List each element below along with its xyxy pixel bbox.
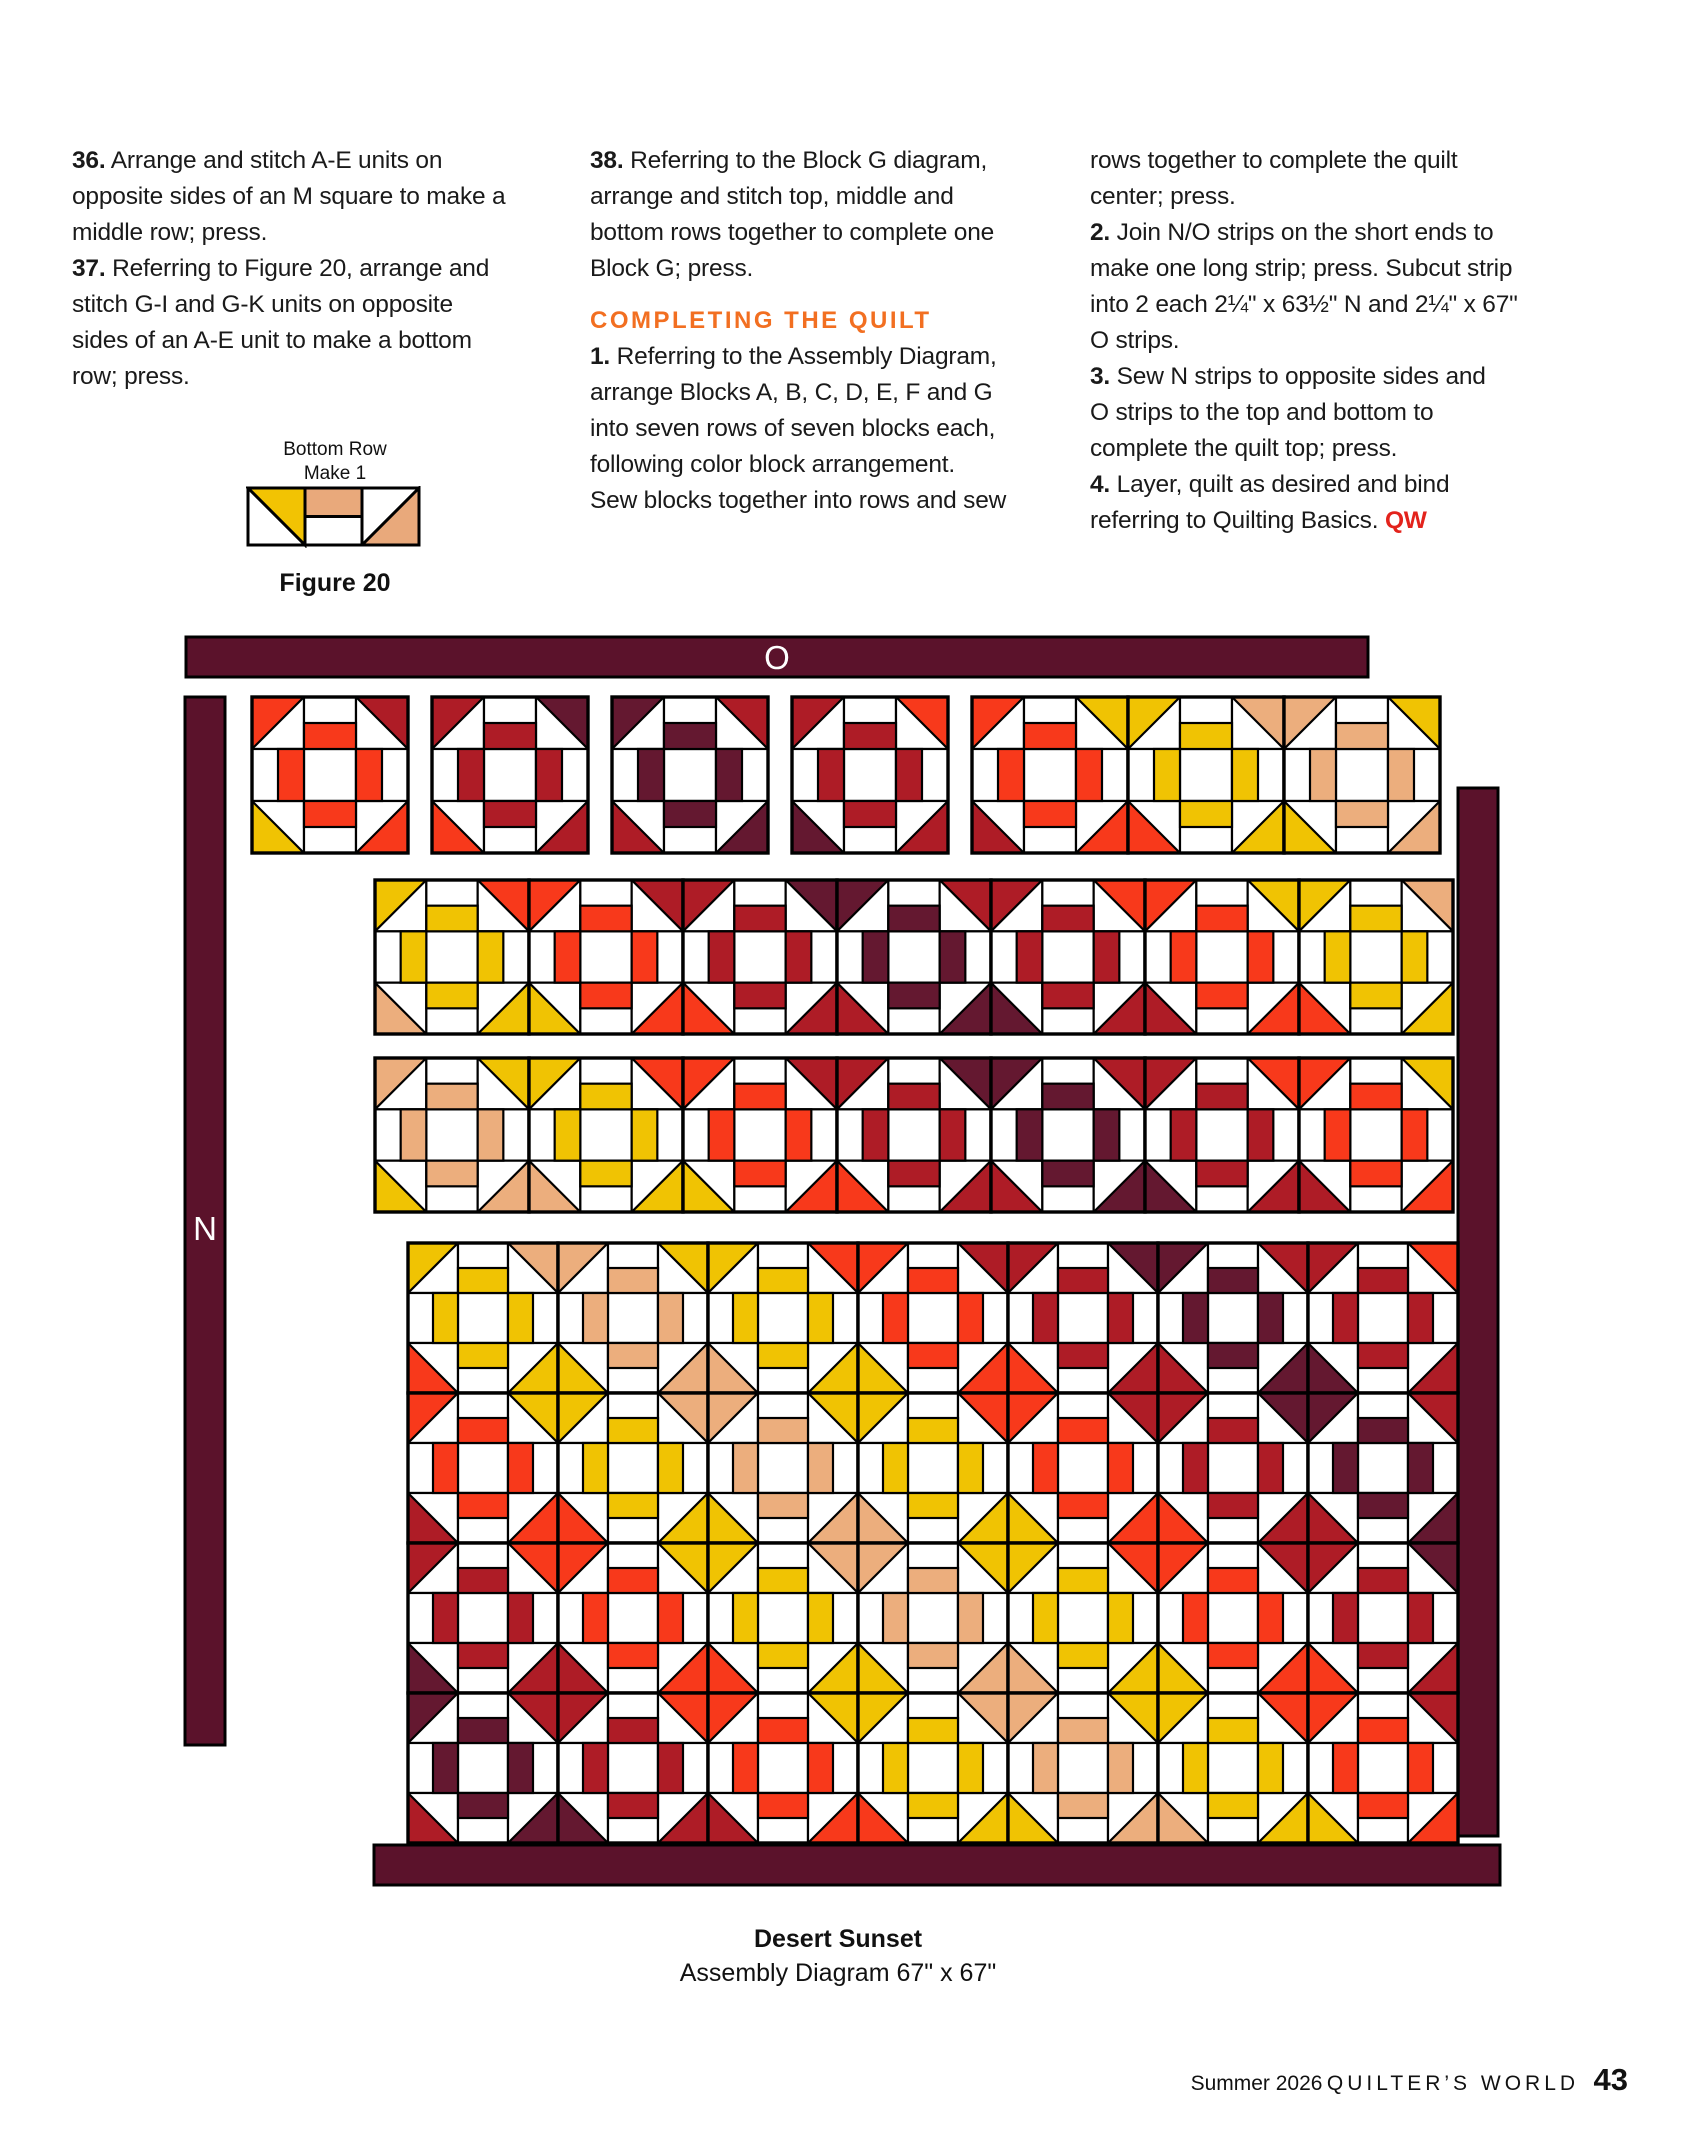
quilt-block: [556, 1691, 710, 1845]
footer-magazine: QUILTER’S WORLD: [1326, 2072, 1580, 2095]
bottom-row-diagram: [244, 484, 421, 549]
text-line: following color block arrangement.: [590, 451, 955, 478]
quilt-block: [373, 1056, 531, 1214]
quilt-block: [373, 878, 531, 1036]
text-column-1: 36. Arrange and stitch A-E units on oppos…: [72, 143, 562, 395]
quilt-block: [1156, 1541, 1310, 1695]
text-line: opposite sides of an M square to make a: [72, 183, 506, 210]
border-strip-O-bottom: [372, 1843, 1502, 1887]
text-line: 38. Referring to the Block G diagram,: [590, 147, 988, 174]
quilt-block: [406, 1691, 560, 1845]
quilt-block: [1156, 1691, 1310, 1845]
text-line: rows together to complete the quilt: [1090, 147, 1458, 174]
text-line: complete the quilt top; press.: [1090, 435, 1398, 462]
text-line: 36. Arrange and stitch A-E units on: [72, 147, 443, 174]
quilt-block: [1156, 1391, 1310, 1545]
quilt-block: [406, 1541, 560, 1695]
text-line: stitch G-I and G-K units on opposite: [72, 291, 453, 318]
text-line: 4. Layer, quilt as desired and bind: [1090, 471, 1450, 498]
quilt-block: [989, 878, 1147, 1036]
quilt-block: [1306, 1691, 1460, 1845]
quilt-block: [835, 1056, 993, 1214]
quilt-block: [706, 1541, 860, 1695]
figure-20: Bottom Row Make 1 Figure 20: [244, 438, 424, 598]
text-line: 2. Join N/O strips on the short ends to: [1090, 219, 1494, 246]
quilt-block: [1306, 1391, 1460, 1545]
text-line: 37. Referring to Figure 20, arrange and: [72, 255, 490, 282]
quilt-block: [556, 1391, 710, 1545]
quilt-block: [681, 1056, 839, 1214]
text-line: O strips.: [1090, 327, 1180, 354]
quilt-block: [835, 878, 993, 1036]
figure-label-line1: Bottom Row: [283, 439, 387, 460]
quilt-block: [1143, 1056, 1301, 1214]
quilt-block: [406, 1391, 560, 1545]
label-N: N: [193, 1210, 217, 1247]
border-strip-N-left: [183, 695, 227, 1747]
quilt-block: [970, 695, 1130, 855]
text-line: arrange and stitch top, middle and: [590, 183, 954, 210]
quilt-block: [610, 695, 770, 855]
quilt-block: [856, 1691, 1010, 1845]
quilt-block: [1297, 1056, 1455, 1214]
quilt-block: [681, 878, 839, 1036]
footer-issue: Summer 2026: [1190, 2072, 1323, 2095]
text-line: Block G; press.: [590, 255, 754, 282]
text-line: center; press.: [1090, 183, 1236, 210]
quilt-block: [527, 1056, 685, 1214]
text-line: O strips to the top and bottom to: [1090, 399, 1434, 426]
quilt-block: [1156, 1241, 1310, 1395]
quilt-block: [856, 1391, 1010, 1545]
quilt-block: [706, 1241, 860, 1395]
quilt-block: [1282, 695, 1442, 855]
quilt-block: [790, 695, 950, 855]
quilt-block: [250, 695, 410, 855]
quilt-block: [430, 695, 590, 855]
quilt-block: [1297, 878, 1455, 1036]
quilt-block: [1006, 1541, 1160, 1695]
quilt-block: [556, 1241, 710, 1395]
text-line: 3. Sew N strips to opposite sides and: [1090, 363, 1486, 390]
text-line: row; press.: [72, 363, 190, 390]
quilt-block: [1006, 1691, 1160, 1845]
quilt-block: [1006, 1241, 1160, 1395]
text-line: into 2 each 2¼" x 63½" N and 2¼" x 67": [1090, 291, 1518, 318]
quilt-block: [527, 878, 685, 1036]
text-column-2: 38. Referring to the Block G diagram, arr…: [590, 143, 1080, 519]
figure-caption: Figure 20: [279, 569, 391, 597]
text-line: bottom rows together to complete one: [590, 219, 995, 246]
assembly-caption-sub: Assembly Diagram 67" x 67": [679, 1959, 997, 1987]
quilt-block: [1306, 1541, 1460, 1695]
quilt-block: [1126, 695, 1286, 855]
text-line: sides of an A-E unit to make a bottom: [72, 327, 472, 354]
quilt-block: [556, 1541, 710, 1695]
text-line: Sew blocks together into rows and sew: [590, 487, 1007, 514]
quilt-block: [1006, 1391, 1160, 1545]
page-footer: Summer 2026 QUILTER’S WORLD 43: [1191, 2062, 1628, 2098]
assembly-caption: Desert Sunset Assembly Diagram 67" x 67": [338, 1922, 1338, 1990]
quilt-name: Desert Sunset: [753, 1925, 923, 1953]
text-column-3: rows together to complete the quilt cente…: [1090, 143, 1580, 539]
text-line: 1. Referring to the Assembly Diagram,: [590, 343, 997, 370]
text-line: COMPLETING THE QUILT: [590, 307, 932, 334]
quilt-block: [1143, 878, 1301, 1036]
footer-page-number: 43: [1593, 2062, 1628, 2097]
figure-label-line2: Make 1: [303, 463, 367, 484]
quilt-block: [1306, 1241, 1460, 1395]
quilt-block: [989, 1056, 1147, 1214]
text-line: arrange Blocks A, B, C, D, E, F and G: [590, 379, 993, 406]
quilt-block: [406, 1241, 560, 1395]
label-O: O: [764, 639, 790, 676]
text-line: make one long strip; press. Subcut strip: [1090, 255, 1513, 282]
quilt-block: [856, 1241, 1010, 1395]
border-strip-N-right: [1456, 786, 1500, 1838]
text-line: referring to Quilting Basics. QW: [1090, 507, 1427, 534]
quilt-block: [706, 1691, 860, 1845]
text-line: into seven rows of seven blocks each,: [590, 415, 996, 442]
border-strip-O-top: [184, 635, 1370, 679]
quilt-block: [856, 1541, 1010, 1695]
quilt-block: [706, 1391, 860, 1545]
text-line: middle row; press.: [72, 219, 268, 246]
